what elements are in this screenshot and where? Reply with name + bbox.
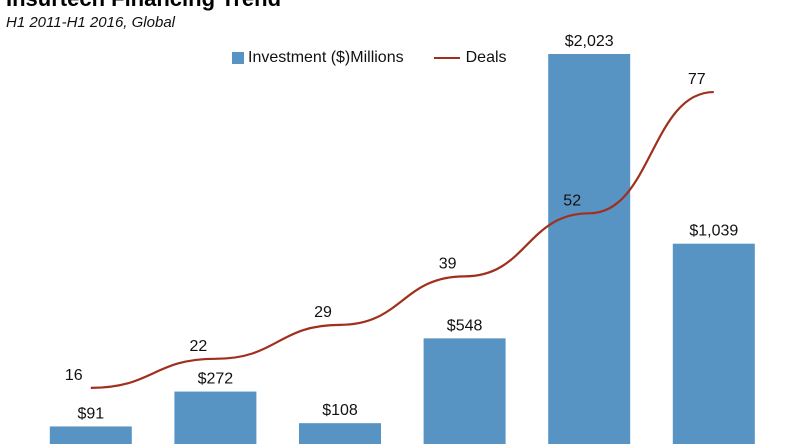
chart-subtitle: H1 2011-H1 2016, Global (6, 14, 175, 31)
deals-line (90, 90, 714, 389)
bar-value-label-3: $108 (322, 402, 358, 419)
legend-item-investment: Investment ($)Millions (232, 49, 404, 67)
legend-swatch-investment (232, 52, 244, 64)
bar-value-label-4: $548 (447, 317, 483, 334)
chart-legend: Investment ($)Millions Deals (232, 48, 537, 68)
legend-label-deals: Deals (465, 49, 507, 66)
bar-value-label-2: $272 (198, 371, 234, 388)
deals-value-label-3: 29 (314, 304, 332, 321)
deals-value-label-2: 22 (190, 338, 208, 355)
legend-item-deals: Deals (433, 49, 507, 67)
bar-4 (423, 338, 506, 444)
legend-swatch-deals (433, 57, 460, 59)
bar-value-label-6: $1,039 (689, 223, 738, 240)
bar-value-label-5: $2,023 (565, 33, 614, 50)
bar-3 (299, 423, 381, 444)
bar-1 (49, 426, 132, 444)
deals-value-label-6: 77 (688, 71, 706, 88)
deals-value-label-4: 39 (439, 255, 457, 272)
deals-value-label-1: 16 (65, 367, 83, 384)
legend-label-investment: Investment ($)Millions (248, 49, 404, 66)
bar-6 (672, 243, 755, 444)
bar-value-label-1: $91 (77, 405, 104, 422)
deals-value-label-5: 52 (563, 192, 581, 209)
chart-title: Insurtech Financing Trend (6, 0, 281, 12)
bar-5 (548, 54, 631, 444)
bar-2 (174, 391, 257, 444)
